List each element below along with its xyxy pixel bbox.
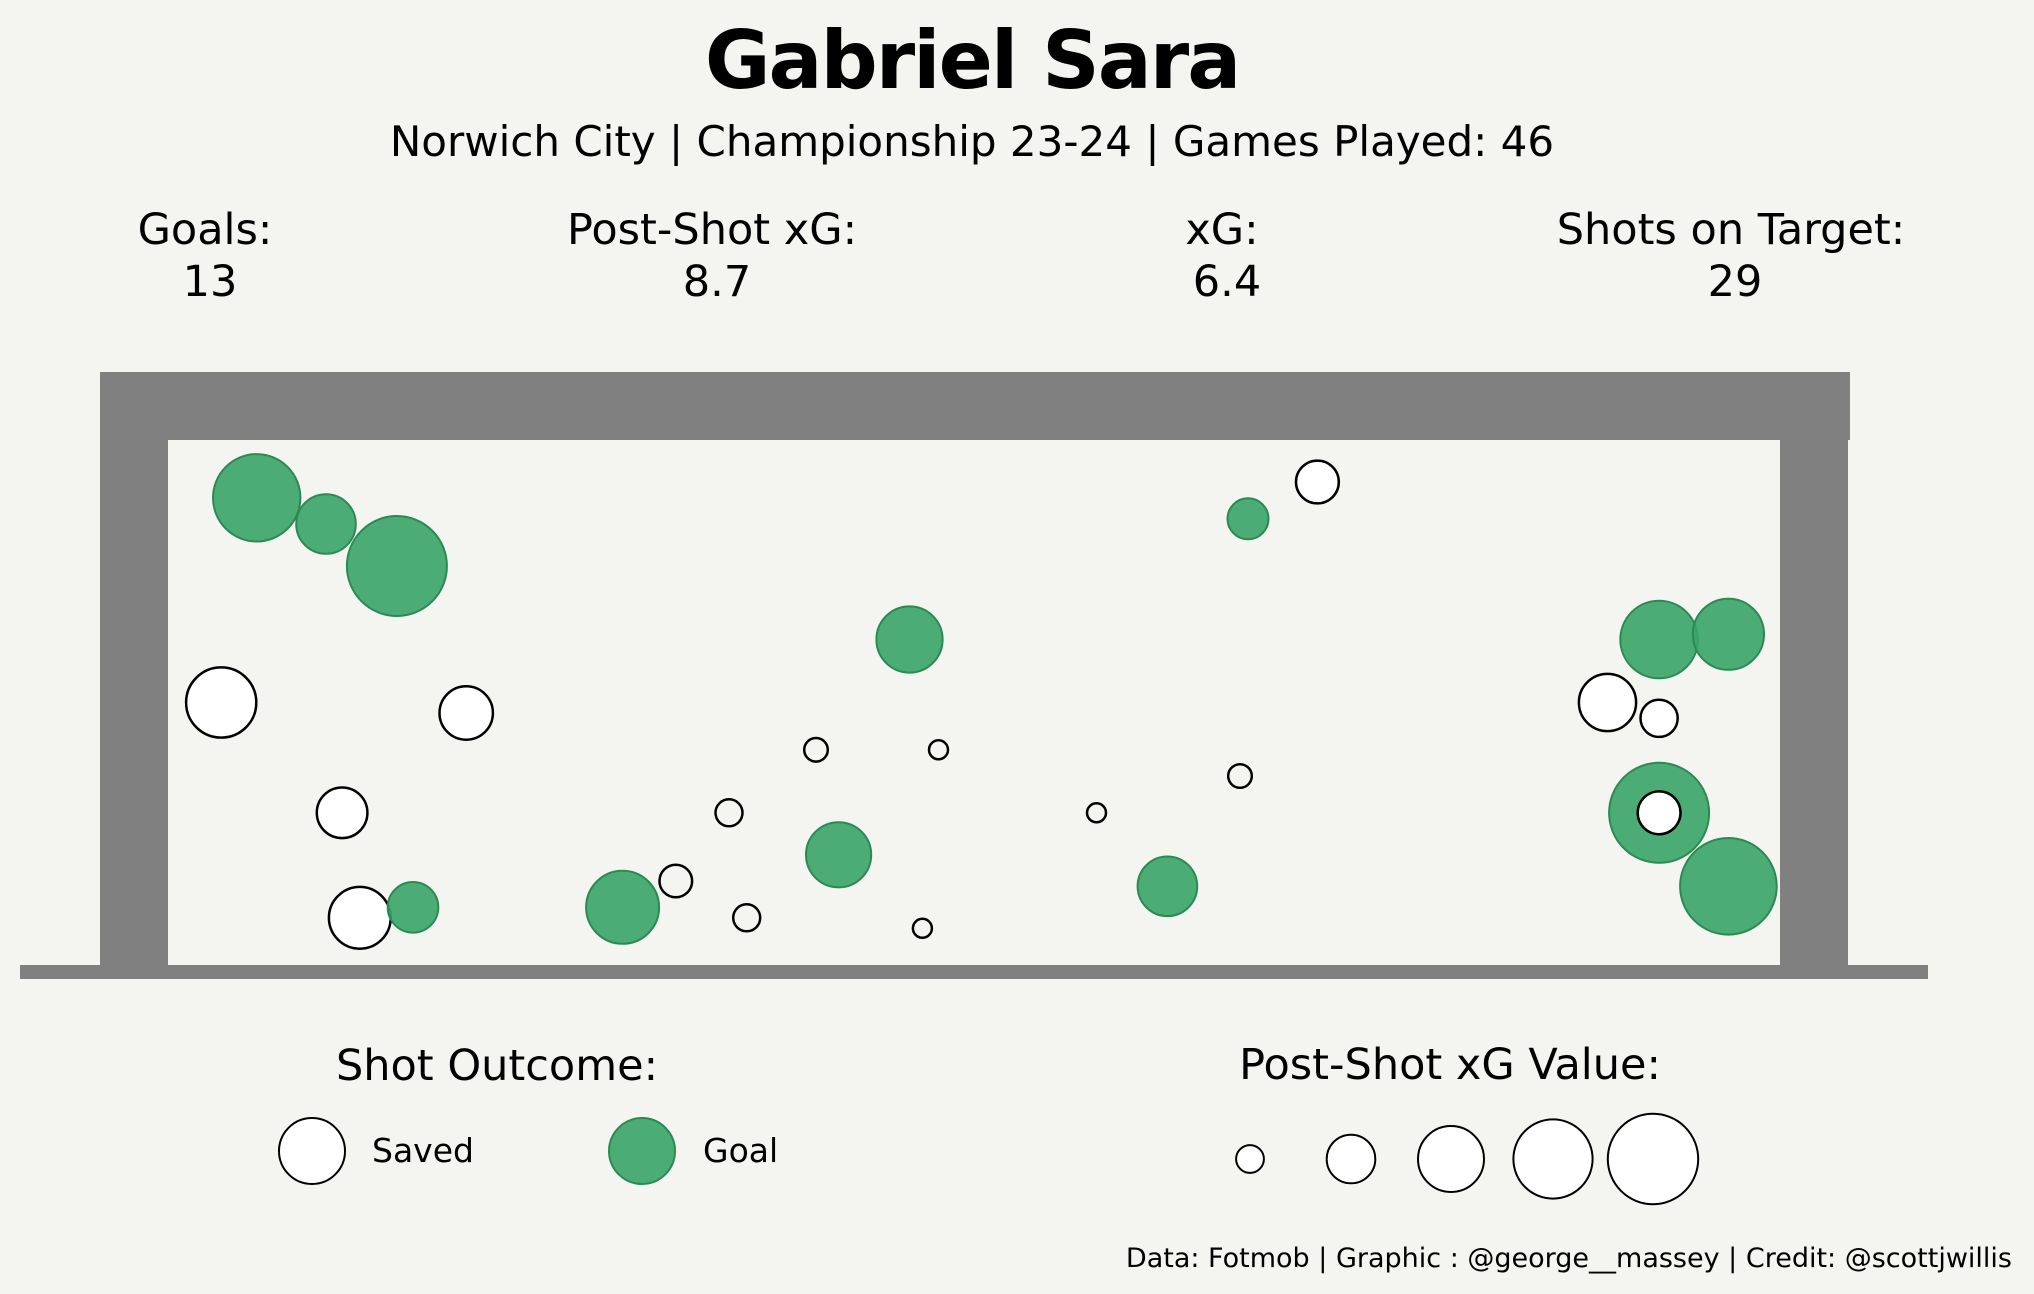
shot-saved-marker [714, 798, 744, 828]
stat-label-sot: Shots on Target: [1557, 205, 1906, 255]
legend-size-marker [1606, 1112, 1700, 1206]
left-post [100, 372, 168, 966]
legend-saved-marker [278, 1117, 346, 1185]
stat-value-sot: 29 [1708, 257, 1763, 307]
legend-size-marker [1325, 1133, 1377, 1185]
crossbar [100, 372, 1850, 440]
shot-goal-marker [1691, 597, 1766, 671]
legend-size: Post-Shot xG Value: [1235, 1040, 1700, 1206]
shot-goal-marker [875, 605, 944, 674]
shot-saved-marker [1294, 459, 1341, 505]
shot-saved-marker [327, 885, 392, 950]
shot-saved-marker [315, 786, 369, 840]
footer-credits: Data: Fotmob | Graphic : @george__massey… [1126, 1243, 2012, 1274]
stat-value-psxg: 8.7 [683, 257, 751, 307]
player-name-title: Gabriel Sara [705, 14, 1239, 107]
shot-goal-marker [1619, 599, 1699, 680]
shot-saved-marker [802, 736, 830, 763]
shot-goal-marker [386, 881, 440, 934]
shot-goal-marker [212, 453, 302, 543]
shot-goal-marker [1226, 497, 1270, 541]
stat-xg: xG: 6.4 [1185, 205, 1261, 307]
stat-label-goals: Goals: [138, 205, 273, 255]
legend-size-title: Post-Shot xG Value: [1239, 1040, 1661, 1090]
legend-size-marker [1512, 1118, 1594, 1200]
ground-line [20, 965, 1928, 979]
legend-outcome-title: Shot Outcome: [336, 1041, 658, 1091]
legend-outcome: Shot Outcome: Saved Goal [278, 1041, 778, 1185]
shot-saved-marker [658, 863, 694, 899]
stat-label-psxg: Post-Shot xG: [567, 205, 857, 255]
goal-frame [20, 372, 1928, 979]
shot-goal-marker [805, 821, 873, 889]
shot-saved-marker [911, 917, 934, 940]
shot-saved-marker [1085, 802, 1108, 824]
shot-saved-marker [438, 685, 495, 741]
right-post [1780, 372, 1848, 966]
stat-value-xg: 6.4 [1193, 257, 1261, 307]
legend-goal-marker [608, 1117, 676, 1185]
shot-saved-marker [927, 739, 950, 761]
stat-value-goals: 13 [183, 257, 238, 307]
shot-saved-marker [1639, 698, 1679, 739]
shot-goal-marker [585, 869, 661, 945]
shot-goal-marker [295, 493, 357, 555]
shot-goal-marker [345, 515, 448, 617]
shot-saved-marker [1636, 790, 1682, 836]
shot-saved-marker [731, 903, 762, 933]
legend-goal-label: Goal [703, 1131, 778, 1170]
legend-size-marker [1235, 1144, 1265, 1174]
stat-psxg: Post-Shot xG: 8.7 [567, 205, 857, 307]
stat-goals: Goals: 13 [138, 205, 273, 307]
shot-goal-marker [1679, 837, 1778, 936]
stat-label-xg: xG: [1185, 205, 1258, 255]
shot-saved-marker [1577, 672, 1638, 733]
shot-saved-marker [1226, 762, 1254, 790]
shot-saved-marker [184, 666, 258, 739]
shots-layer [184, 453, 1778, 950]
legend-size-marker [1417, 1125, 1485, 1193]
legend-saved-label: Saved [372, 1131, 474, 1170]
shot-goal-marker [1136, 855, 1199, 918]
subtitle: Norwich City | Championship 23-24 | Game… [390, 117, 1554, 166]
stat-shots-on-target: Shots on Target: 29 [1557, 205, 1906, 307]
